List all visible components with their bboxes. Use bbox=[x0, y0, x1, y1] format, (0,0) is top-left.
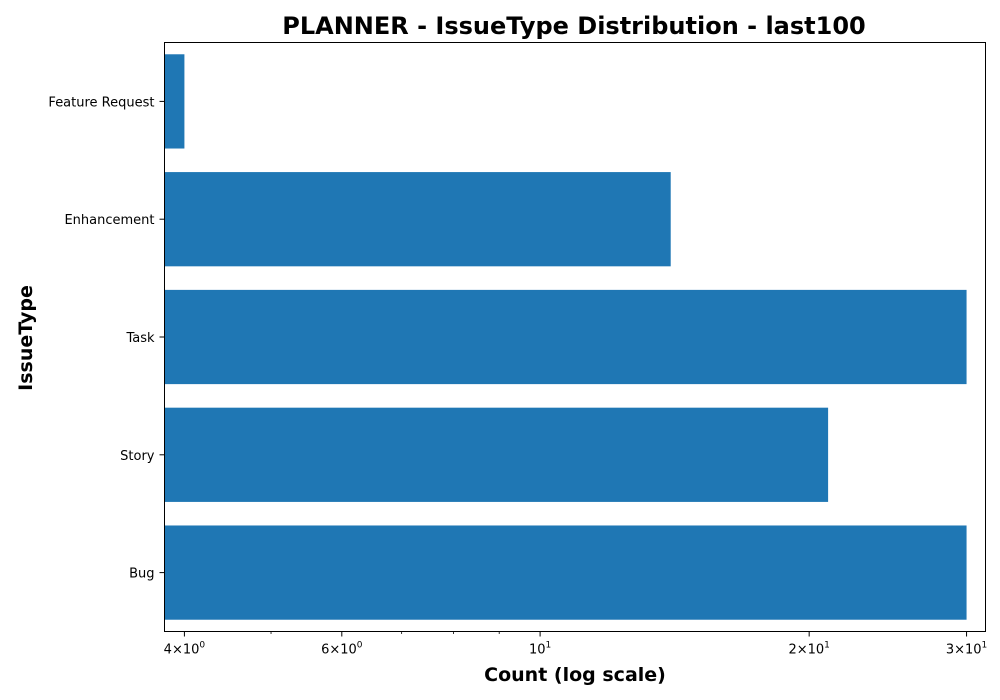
bar-bug bbox=[165, 525, 967, 619]
bars-group bbox=[165, 54, 967, 619]
y-tick-label: Task bbox=[125, 331, 155, 346]
y-tick-label: Feature Request bbox=[48, 95, 154, 110]
x-axis-ticks: 4×100 6×100 101 2×101 3×101 bbox=[164, 632, 988, 658]
y-tick-label: Bug bbox=[129, 567, 154, 582]
bar-story bbox=[165, 408, 829, 502]
y-tick-label: Story bbox=[120, 449, 155, 464]
y-tick-label: Enhancement bbox=[64, 213, 154, 228]
x-tick-label: 6×100 bbox=[321, 641, 363, 658]
x-axis-label: Count (log scale) bbox=[484, 664, 666, 686]
x-tick-label: 2×101 bbox=[788, 641, 829, 658]
x-tick-label: 4×100 bbox=[164, 641, 206, 658]
x-tick-label: 3×101 bbox=[946, 641, 987, 658]
x-tick-label: 101 bbox=[529, 641, 551, 658]
bar-feature-request bbox=[165, 54, 185, 148]
y-axis-label: IssueType bbox=[15, 285, 37, 391]
chart-title: PLANNER - IssueType Distribution - last1… bbox=[282, 12, 865, 40]
bar-task bbox=[165, 290, 967, 384]
y-axis-ticks: Bug Story Task Enhancement Feature Request bbox=[48, 95, 164, 581]
bar-enhancement bbox=[165, 172, 671, 266]
